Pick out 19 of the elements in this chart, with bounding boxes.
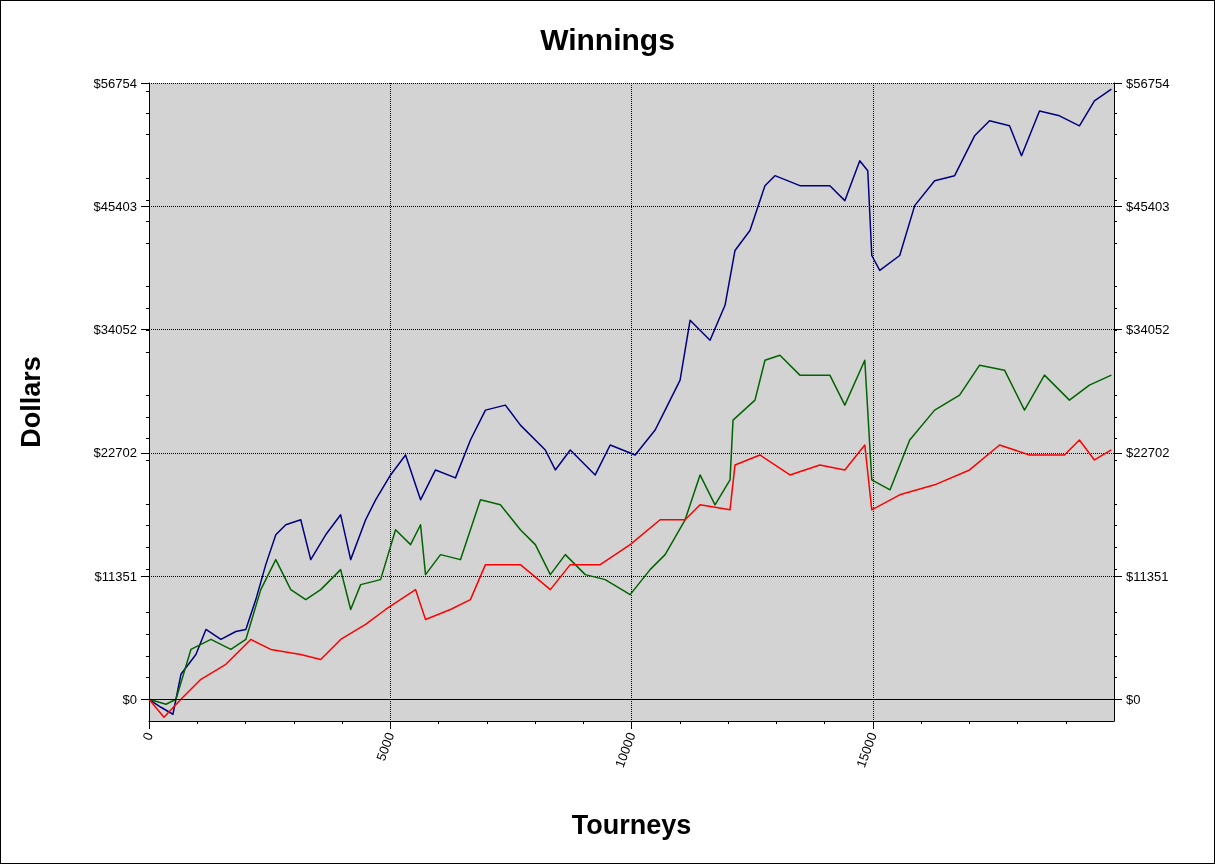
y2-tick-label: $22702 bbox=[1126, 445, 1170, 461]
y2-tick-label: $56754 bbox=[1126, 75, 1170, 91]
y-tick-label: $34052 bbox=[93, 322, 137, 338]
y2-tick-label: $45403 bbox=[1126, 198, 1170, 214]
x-axis-title: Tourneys bbox=[571, 809, 692, 840]
chart-title: Winnings bbox=[540, 22, 675, 56]
x-tick-label: 10000 bbox=[612, 730, 639, 770]
y2-tick-label: $34052 bbox=[1126, 322, 1170, 338]
x-tick-label: 5000 bbox=[373, 730, 398, 763]
x-tick-label: 0 bbox=[139, 730, 157, 743]
y2-tick-label: $0 bbox=[1126, 691, 1141, 707]
y-tick-label: $0 bbox=[122, 691, 137, 707]
y2-tick-label: $11351 bbox=[1126, 568, 1169, 584]
y-tick-label: $11351 bbox=[94, 568, 137, 584]
y-axis-title: Dollars bbox=[15, 356, 46, 448]
y-tick-label: $22702 bbox=[93, 445, 137, 461]
y-tick-label: $45403 bbox=[93, 198, 137, 214]
x-tick-label: 15000 bbox=[853, 730, 880, 770]
y-tick-label: $56754 bbox=[93, 75, 137, 91]
